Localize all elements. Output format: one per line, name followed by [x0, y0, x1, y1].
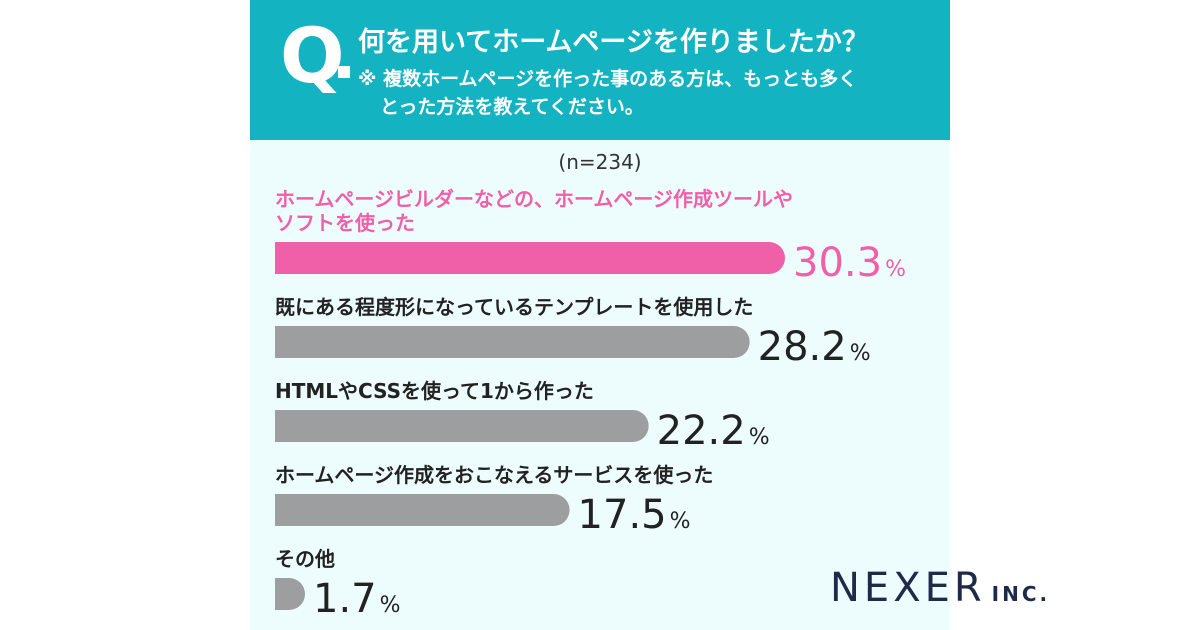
- value-number: 22.2: [657, 408, 746, 454]
- bar: [275, 578, 305, 610]
- value-label: 30.3%: [793, 240, 906, 286]
- value-label: 17.5%: [578, 492, 691, 538]
- category-label: ホームページ作成をおこなえるサービスを使った: [275, 463, 713, 487]
- category-label: HTMLやCSSを使って1から作った: [275, 379, 594, 403]
- logo-wordmark: NEXER: [830, 565, 986, 611]
- question-note-line-2: とった方法を教えてください。: [380, 96, 644, 118]
- value-unit: %: [380, 593, 401, 618]
- bar: [275, 326, 750, 358]
- category-label: ソフトを使った: [275, 211, 415, 235]
- value-unit: %: [670, 509, 691, 534]
- value-number: 28.2: [758, 324, 847, 370]
- value-label: 1.7%: [313, 576, 401, 622]
- logo-suffix: INC.: [991, 582, 1051, 606]
- q-mark: Q: [280, 11, 345, 100]
- value-number: 17.5: [578, 492, 667, 538]
- value-number: 1.7: [313, 576, 377, 622]
- survey-card: Q 何を用いてホームページを作りましたか？ ※ 複数ホームページを作った事のある…: [250, 0, 1047, 630]
- bar: [275, 242, 785, 274]
- question-title: 何を用いてホームページを作りましたか？: [358, 27, 869, 58]
- sample-size: (n=234): [558, 150, 642, 174]
- category-label: その他: [275, 547, 335, 571]
- question-header: Q 何を用いてホームページを作りましたか？ ※ 複数ホームページを作った事のある…: [250, 0, 950, 140]
- value-label: 22.2%: [657, 408, 770, 454]
- category-label: 既にある程度形になっているテンプレートを使用した: [275, 295, 753, 319]
- bar: [275, 410, 649, 442]
- bar: [275, 494, 570, 526]
- nexer-logo: NEXER INC.: [830, 565, 1050, 611]
- question-note-line-1: ※ 複数ホームページを作った事のある方は、もっとも多く: [358, 68, 858, 90]
- value-unit: %: [749, 425, 770, 450]
- value-number: 30.3: [793, 240, 882, 286]
- category-label: ホームページビルダーなどの、ホームページ作成ツールや: [275, 187, 793, 211]
- value-unit: %: [850, 341, 871, 366]
- q-dot: [338, 66, 350, 78]
- value-label: 28.2%: [758, 324, 871, 370]
- value-unit: %: [885, 257, 906, 282]
